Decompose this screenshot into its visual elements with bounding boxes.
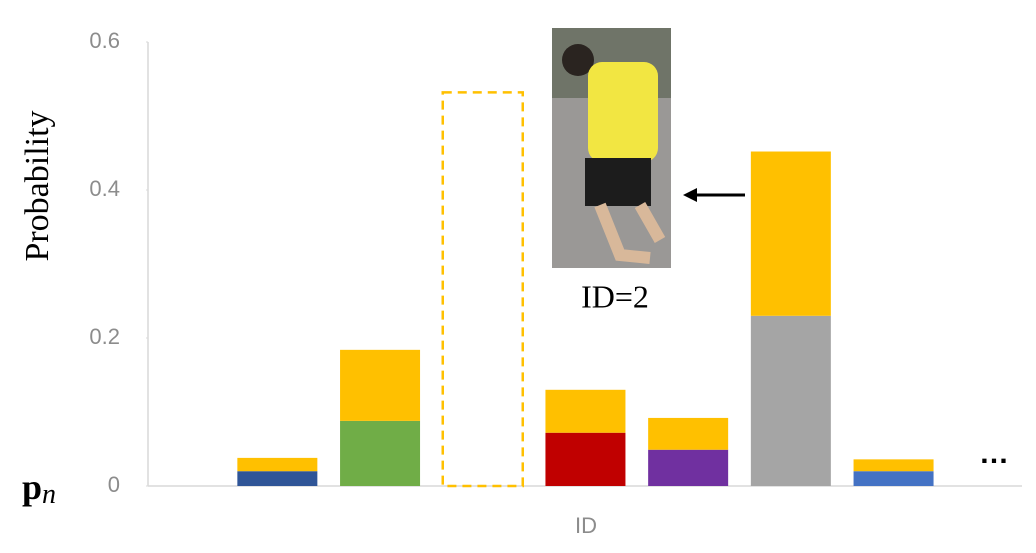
origin-label: pn: [22, 467, 56, 510]
bar-segment: [750, 315, 831, 486]
bar-segment: [853, 471, 934, 486]
bar-segment: [648, 449, 729, 486]
origin-label-base: p: [22, 467, 42, 507]
bar-segment: [545, 389, 626, 433]
annotation: ID=2: [581, 278, 649, 314]
bar-segment: [648, 417, 729, 450]
y-tick-label: 0: [108, 472, 120, 497]
bar-segment: [237, 457, 318, 472]
bar-segment: [750, 151, 831, 316]
dashed-bar: [441, 91, 524, 488]
bar-segment: [340, 349, 421, 421]
bar-segment: [237, 471, 318, 486]
origin-label-subscript: n: [42, 479, 56, 510]
continuation: …: [979, 437, 1009, 470]
bar-segment: [853, 459, 934, 472]
y-tick-label: 0.2: [89, 324, 120, 349]
person-image: [552, 28, 671, 268]
y-tick-label: 0.6: [89, 28, 120, 53]
y-axis-label: Probability: [19, 110, 56, 261]
y-tick-label: 0.4: [89, 176, 120, 201]
bar-segment: [545, 432, 626, 486]
bar-segment: [340, 420, 421, 486]
x-axis-label: ID: [575, 513, 597, 538]
arrow-head: [683, 188, 697, 202]
